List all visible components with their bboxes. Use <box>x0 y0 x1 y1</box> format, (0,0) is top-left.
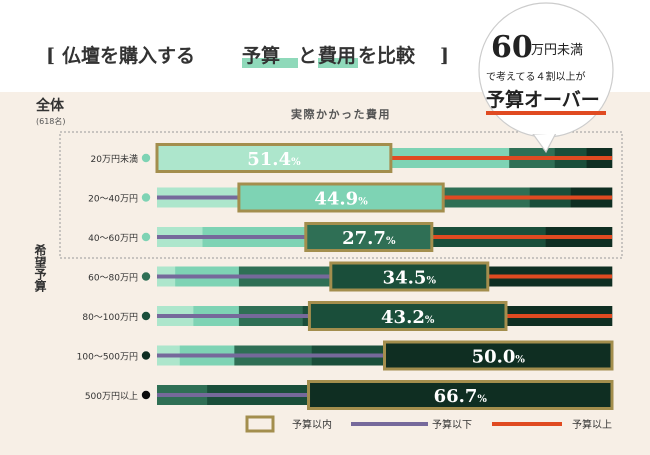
legend-label: 予算以内 <box>292 418 332 431</box>
row-dot <box>141 193 151 202</box>
within-budget-box <box>237 182 445 213</box>
row-dot <box>141 153 151 163</box>
callout-underline <box>486 111 606 115</box>
legend-label: 予算以上 <box>572 418 612 431</box>
column-header: 実際かかった費用 <box>291 107 391 121</box>
title-text-yosan: 予算 <box>242 44 280 67</box>
title-bracket-open: [ <box>46 45 55 67</box>
total-label: 全体 <box>35 97 65 114</box>
legend: 予算以内 予算以下 予算以上 <box>245 415 612 433</box>
title-text-pre: 仏壇を購入する <box>62 44 195 67</box>
row-label: 20～40万円 <box>88 194 138 205</box>
title-highlight-hiyou <box>318 58 358 68</box>
within-budget-box <box>307 301 508 331</box>
row-label: 100～500万円 <box>77 352 138 363</box>
title-bracket-close: ] <box>440 45 449 67</box>
side-label: 希望予算 <box>33 243 47 293</box>
row-dot <box>141 351 151 360</box>
page-title: [ 仏壇を購入する 予算 と 費用 を比較 ] <box>46 44 449 68</box>
within-budget-label: 51.4% <box>247 149 301 170</box>
row-dot <box>141 272 151 281</box>
row-label: 80～100万円 <box>82 312 138 323</box>
within-budget-label: 34.5% <box>383 268 437 289</box>
callout: 60 万円未満 で考えてる４割以上が 予算オーバー <box>478 2 614 154</box>
title-text-post: を比較 <box>358 44 416 67</box>
row-label: 500万円以上 <box>85 391 138 402</box>
row-dot <box>141 232 151 242</box>
within-budget-label: 50.0% <box>472 347 526 368</box>
title-highlight-yosan <box>242 58 298 68</box>
total-count: (618名) <box>36 116 66 126</box>
row-label: 60～80万円 <box>88 273 138 284</box>
callout-big-number: 60 <box>491 30 533 65</box>
callout-pointer-mask <box>530 126 560 134</box>
within-budget-label: 27.7% <box>342 228 396 249</box>
within-budget-box <box>383 340 614 371</box>
callout-line3: 予算オーバー <box>486 88 600 111</box>
within-budget-box <box>155 143 393 173</box>
chart-rows: 20万円未満 51.4% 20～40万円 44.9% 40～60万円 27.7% 60～80… <box>77 143 614 410</box>
within-budget-label: 44.9% <box>314 189 368 210</box>
row-label: 40～60万円 <box>88 233 138 244</box>
callout-circle <box>478 2 614 138</box>
within-budget-box <box>304 222 434 252</box>
within-budget-box <box>307 380 614 410</box>
under-60-frame <box>59 131 623 259</box>
row-label: 20万円未満 <box>91 153 138 165</box>
row-dot <box>141 390 151 400</box>
row-dot <box>141 311 151 321</box>
callout-line2: で考えてる４割以上が <box>486 70 586 83</box>
callout-big-suffix: 万円未満 <box>531 43 583 58</box>
legend-box-swatch <box>245 415 275 433</box>
within-budget-label: 43.2% <box>381 307 435 328</box>
title-text-hiyou: 費用 <box>318 44 356 67</box>
within-budget-label: 66.7% <box>434 386 488 407</box>
within-budget-box <box>329 261 490 292</box>
title-text-to: と <box>298 45 317 67</box>
legend-label: 予算以下 <box>432 418 472 431</box>
